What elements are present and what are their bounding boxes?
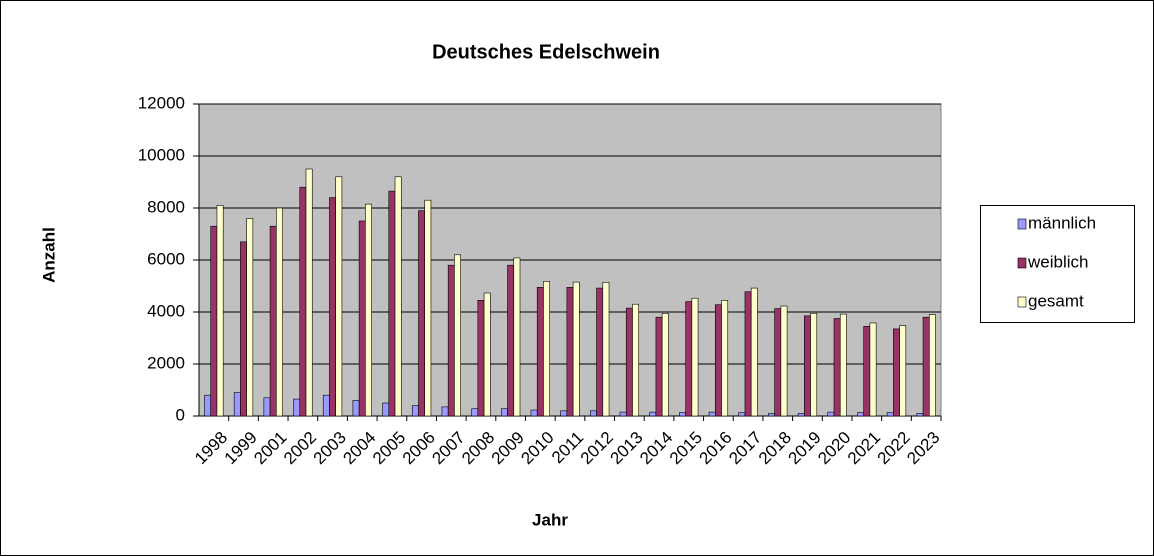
bar (893, 328, 900, 417)
y-tick-label: 0 (176, 405, 185, 424)
bar (714, 304, 722, 417)
legend-label: weiblich (1027, 252, 1088, 271)
bar (750, 287, 758, 417)
legend-box (980, 205, 1135, 323)
bar (447, 264, 455, 417)
bar (536, 286, 544, 417)
bar (418, 210, 426, 417)
bar (216, 205, 224, 417)
bar (721, 299, 729, 417)
bar (507, 264, 515, 417)
legend-swatch (1017, 257, 1027, 269)
bar (863, 325, 871, 417)
chart-title: Deutsches Edelschwein (432, 41, 660, 63)
legend-swatch (1017, 296, 1027, 308)
bar (738, 412, 746, 417)
bar (827, 411, 835, 417)
bar (513, 257, 521, 417)
bar (477, 299, 485, 417)
x-axis-label: Jahr (532, 510, 568, 529)
bar (916, 413, 924, 417)
bar (839, 313, 847, 417)
bar (768, 413, 775, 417)
legend-swatch (1017, 218, 1027, 230)
bar (572, 281, 580, 417)
bar (329, 197, 336, 417)
y-tick-label: 8000 (147, 197, 185, 216)
bar (365, 203, 372, 417)
bar (869, 322, 877, 417)
bar (530, 409, 538, 417)
bar (774, 308, 782, 417)
bar (411, 405, 419, 417)
bar (857, 412, 864, 417)
bar (388, 190, 396, 417)
bar (394, 176, 402, 417)
bar (293, 398, 301, 417)
bar (358, 220, 366, 417)
legend-label: männlich (1028, 213, 1096, 232)
bar (305, 168, 313, 417)
bar (886, 412, 894, 417)
bar (299, 186, 307, 417)
bar (679, 412, 686, 417)
bar (804, 315, 811, 417)
bar (566, 286, 574, 417)
bar (619, 411, 627, 417)
bar (471, 408, 479, 417)
bar (424, 199, 432, 417)
legend-label: gesamt (1028, 291, 1084, 310)
bar (833, 318, 841, 417)
bar (810, 312, 818, 417)
bar (543, 281, 550, 417)
bar (204, 394, 212, 417)
bar (483, 292, 491, 417)
y-tick-label: 6000 (147, 249, 185, 268)
bar (500, 408, 508, 417)
bar (233, 392, 241, 417)
bar (210, 225, 218, 417)
bar (708, 411, 716, 417)
bar (899, 325, 907, 417)
bar (780, 305, 788, 417)
bar (352, 400, 360, 417)
y-tick-label: 2000 (147, 353, 185, 372)
bar (625, 307, 633, 417)
bar (382, 402, 390, 417)
bar (649, 411, 657, 417)
bar (928, 314, 936, 417)
bar (797, 413, 805, 417)
bar (602, 282, 610, 417)
bar (246, 218, 254, 417)
bar (596, 287, 604, 417)
bar (661, 312, 669, 417)
bar (685, 301, 693, 417)
bar (691, 297, 699, 417)
bar (454, 254, 461, 417)
y-tick-label: 4000 (147, 301, 185, 320)
bar (263, 397, 271, 417)
y-tick-label: 12000 (138, 93, 185, 112)
bar (590, 410, 597, 417)
bar (560, 410, 568, 417)
bar (441, 406, 449, 417)
bar (322, 394, 330, 417)
y-tick-label: 10000 (138, 145, 185, 164)
bar (922, 316, 930, 417)
y-axis-label: Anzahl (39, 227, 58, 283)
bar (632, 303, 640, 417)
bar (335, 176, 343, 417)
bar (744, 291, 752, 417)
bar (240, 241, 247, 417)
bar (276, 207, 283, 417)
bar (655, 316, 663, 417)
bar (269, 225, 277, 417)
